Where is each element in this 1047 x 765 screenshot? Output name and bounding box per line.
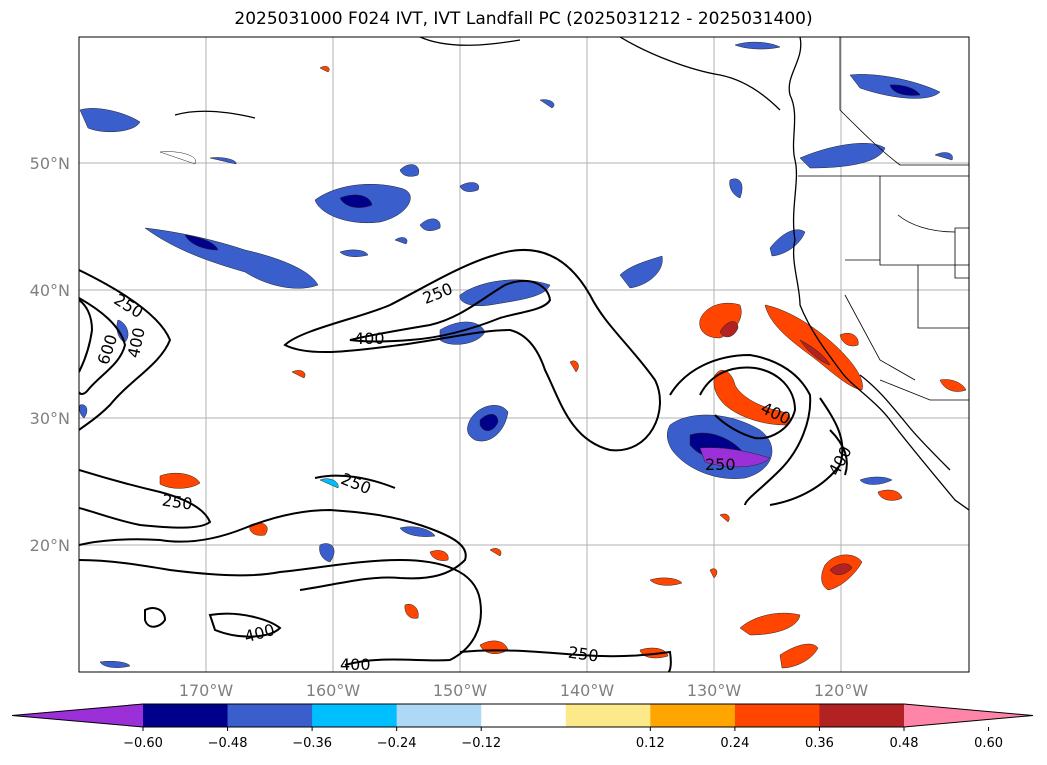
- positive-ivt-blobs: [159, 66, 967, 669]
- contour-label: 400: [340, 655, 371, 674]
- latitude-labels: 50°N 40°N 30°N 20°N: [30, 154, 70, 555]
- lon-label: 160°W: [306, 681, 361, 700]
- colorbar-segment: [819, 704, 905, 727]
- colorbar-segment: [734, 704, 820, 727]
- colorbar-tick-label: 0.12: [636, 736, 665, 751]
- lat-label: 50°N: [30, 154, 70, 173]
- contour-label: 250: [567, 643, 600, 666]
- colorbar-segment: [481, 704, 567, 727]
- political-borders: [798, 37, 969, 401]
- colorbar-segment: [650, 704, 736, 727]
- colorbar-tick-label: 0.36: [805, 736, 834, 751]
- colorbar-segment: [312, 704, 398, 727]
- lon-label: 130°W: [687, 681, 742, 700]
- ivt-contours: [79, 249, 848, 672]
- lon-label: 120°W: [814, 681, 869, 700]
- coastlines: [174, 37, 969, 511]
- lon-label: 170°W: [179, 681, 234, 700]
- colorbar-tick-label: 0.48: [890, 736, 919, 751]
- colorbar-tick-label: −0.48: [208, 736, 248, 751]
- contour-label: 250: [705, 455, 736, 474]
- colorbar-extend-low: [12, 704, 143, 727]
- colorbar-segment: [396, 704, 482, 727]
- colorbar-tick-label: −0.12: [461, 736, 501, 751]
- colorbar-segment: [565, 704, 651, 727]
- colorbar-segment: [227, 704, 313, 727]
- colorbar-tick-label: −0.60: [123, 736, 163, 751]
- negative-ivt-blobs: [79, 41, 953, 668]
- contour-label: 250: [161, 491, 194, 514]
- map-title: 2025031000 F024 IVT, IVT Landfall PC (20…: [234, 9, 813, 29]
- contour-label: 400: [354, 329, 385, 348]
- lon-label: 150°W: [433, 681, 488, 700]
- map-plot-area: 250 400 250 400 600 250 250 400 250 400 …: [78, 36, 970, 674]
- lon-label: 140°W: [560, 681, 615, 700]
- lat-label: 30°N: [30, 409, 70, 428]
- colorbar-tick-label: −0.24: [377, 736, 417, 751]
- colorbar-tick-label: 0.60: [974, 736, 1003, 751]
- colorbar-extend-high: [904, 704, 1033, 727]
- lat-label: 20°N: [30, 536, 70, 555]
- colorbar-segment: [143, 704, 229, 727]
- lat-label: 40°N: [30, 281, 70, 300]
- colorbar-tick-label: −0.36: [292, 736, 332, 751]
- longitude-labels: 170°W 160°W 150°W 140°W 130°W 120°W: [179, 681, 869, 700]
- colorbar: −0.60 −0.48 −0.36 −0.24 −0.12 0.12 0.24 0.36 0.4…: [11, 703, 1034, 751]
- colorbar-tick-label: 0.24: [720, 736, 749, 751]
